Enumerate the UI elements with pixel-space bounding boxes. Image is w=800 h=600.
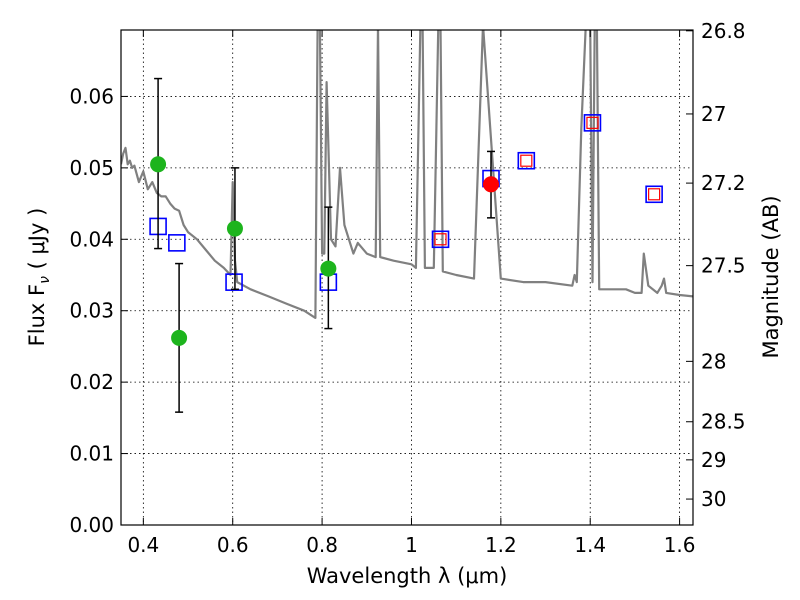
- y-tick-label: 0.03: [69, 299, 114, 323]
- mag-tick-label: 28.5: [701, 410, 746, 434]
- x-tick-label: 0.8: [306, 533, 338, 557]
- x-tick-label: 0.4: [127, 533, 159, 557]
- y-tick-label: 0.05: [69, 156, 114, 180]
- model-band-inner-square: [434, 233, 447, 246]
- model-band-inner-square: [586, 116, 599, 129]
- model-band-inner-square: [520, 154, 533, 167]
- model-band-square: [517, 151, 536, 170]
- x-tick-label: 1.2: [485, 533, 517, 557]
- mag-tick-label: 27.2: [701, 171, 746, 195]
- model-band-square: [645, 185, 663, 204]
- x-tick-label: 1.6: [664, 533, 696, 557]
- x-tick-label: 0.6: [217, 533, 249, 557]
- model-spectrum-line: [121, 30, 693, 319]
- plot-frame: [120, 29, 694, 526]
- plot-area: [121, 30, 693, 413]
- x-tick-label: 1: [405, 533, 418, 557]
- y-tick-label: 0.02: [69, 370, 114, 394]
- photometry-point: [171, 329, 188, 346]
- model-band-square: [168, 234, 186, 252]
- highlighted-photometry-point: [483, 176, 500, 193]
- mag-tick-label: 30: [701, 487, 726, 511]
- photometry-point: [150, 156, 167, 173]
- y-tick-label: 0.04: [69, 227, 114, 251]
- mag-tick-label: 29: [701, 448, 726, 472]
- x-axis-label: Wavelength λ (μm): [307, 564, 508, 588]
- y2-axis-label: Magnitude (AB): [759, 195, 783, 358]
- y-tick-label: 0.01: [69, 442, 114, 466]
- photometry-point: [226, 220, 243, 237]
- y-tick-label: 0.00: [69, 513, 114, 537]
- mag-tick-label: 27.5: [701, 254, 746, 278]
- x-tick-label: 1.4: [574, 533, 606, 557]
- model-band-inner-square: [648, 188, 661, 201]
- model-band-square: [431, 230, 450, 249]
- mag-tick-label: 28: [701, 349, 726, 373]
- photometry-point: [320, 260, 337, 277]
- mag-tick-label: 27: [701, 102, 726, 126]
- mag-tick-label: 26.8: [701, 19, 746, 43]
- model-band-square: [583, 114, 602, 132]
- model-band-square: [225, 273, 243, 291]
- y-axis-label: Flux Fν ( μJy ): [25, 208, 53, 347]
- y-tick-label: 0.06: [69, 84, 114, 108]
- axis-ticks: 0.4 0.6 0.8 1 1.2 1.4 1.6 0.00 0.01 0.02 0.03 0.04 0…: [69, 19, 745, 557]
